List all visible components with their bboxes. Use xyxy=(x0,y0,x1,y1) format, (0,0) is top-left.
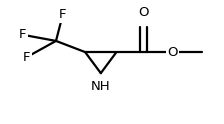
Text: F: F xyxy=(59,8,67,21)
Text: O: O xyxy=(167,46,178,59)
Text: O: O xyxy=(138,6,149,19)
Text: F: F xyxy=(23,51,31,63)
Text: NH: NH xyxy=(91,80,111,93)
Text: F: F xyxy=(19,28,26,41)
